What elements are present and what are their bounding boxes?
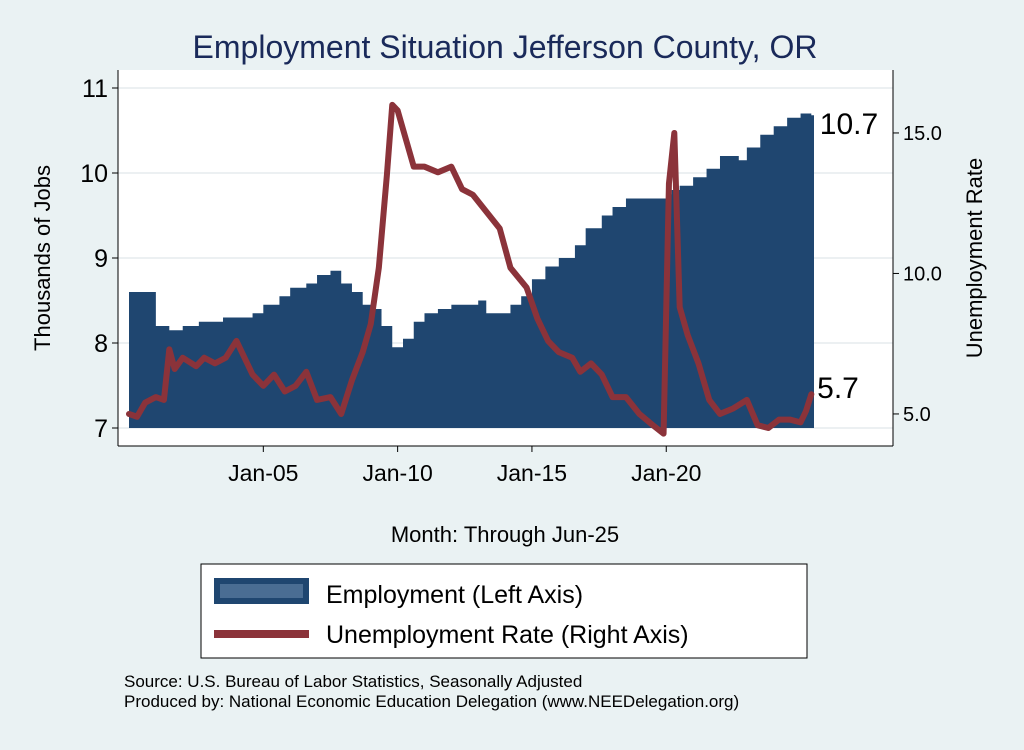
y-right-axis-label: Unemployment Rate <box>962 158 987 359</box>
legend-employment-swatch-inner <box>220 584 303 598</box>
x-tick-label-Jan-10: Jan-10 <box>362 460 432 486</box>
axes: 7 8 9 10 11 5.0 10.0 15.0 Jan-05 Jan-10 Jan-15 Jan-… <box>80 70 942 486</box>
y-right-tick-label-10.0: 10.0 <box>903 263 942 285</box>
employment-series <box>129 113 814 428</box>
unemployment-end-label: 5.7 <box>817 372 859 405</box>
x-tick-label-Jan-20: Jan-20 <box>631 460 701 486</box>
unemployment-line <box>126 101 815 437</box>
y-left-tick-label-7: 7 <box>94 415 108 443</box>
legend-employment-label: Employment (Left Axis) <box>326 581 583 609</box>
unemployment-series <box>126 101 815 437</box>
y-left-tick-label-9: 9 <box>94 245 108 273</box>
chart-title: Employment Situation Jefferson County, O… <box>193 29 818 65</box>
employment-area <box>129 113 814 428</box>
x-axis-label: Month: Through Jun-25 <box>391 522 619 547</box>
y-right-tick-label-15.0: 15.0 <box>903 123 942 145</box>
employment-end-label: 10.7 <box>820 108 878 141</box>
legend-unemployment-label: Unemployment Rate (Right Axis) <box>326 621 689 649</box>
x-tick-label-Jan-15: Jan-15 <box>497 460 567 486</box>
y-right-tick-label-5.0: 5.0 <box>903 404 931 426</box>
producer-note: Produced by: National Economic Education… <box>124 692 740 711</box>
source-note: Source: U.S. Bureau of Labor Statistics,… <box>124 672 583 691</box>
y-left-axis-label: Thousands of Jobs <box>30 165 55 351</box>
y-left-tick-label-8: 8 <box>94 330 108 358</box>
y-left-tick-label-11: 11 <box>82 75 108 103</box>
y-left-tick-label-10: 10 <box>80 160 108 188</box>
x-tick-label-Jan-05: Jan-05 <box>228 460 298 486</box>
legend: Employment (Left Axis) Unemployment Rate… <box>200 563 808 659</box>
